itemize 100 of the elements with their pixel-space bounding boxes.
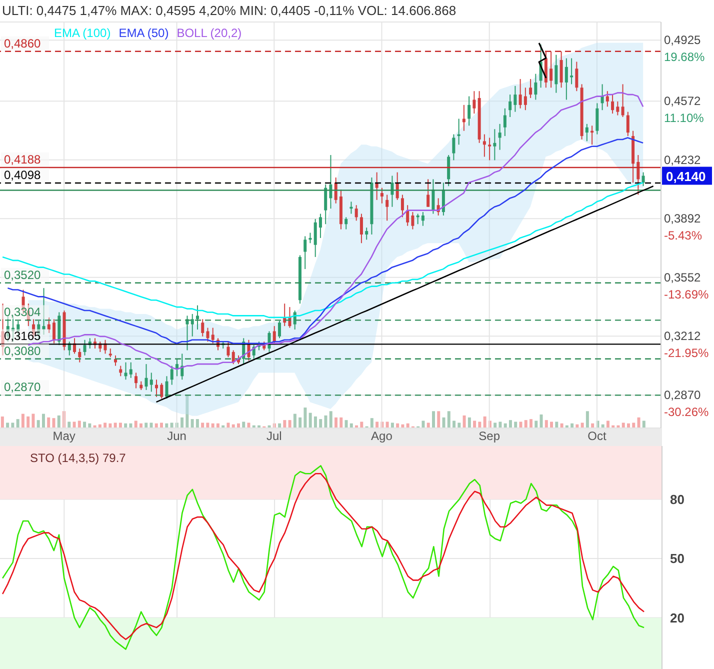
candlestick: [585, 123, 588, 142]
candlestick: [606, 90, 609, 108]
candlestick: [564, 58, 568, 100]
y2-tick-label: -21.95%: [664, 346, 710, 360]
candlestick: [621, 84, 624, 118]
candlestick: [529, 78, 532, 99]
x-tick-label: Jul: [266, 429, 282, 443]
y-tick-label: 80: [670, 492, 684, 507]
candlestick: [190, 313, 194, 337]
ref-line-label: 0,4860: [4, 36, 42, 50]
candlestick: [493, 128, 496, 161]
bar: [534, 420, 538, 428]
candlestick: [155, 379, 158, 398]
bar: [324, 415, 328, 428]
bar: [637, 417, 640, 428]
candlestick: [226, 341, 230, 358]
ref-line-label: 0,3080: [4, 344, 42, 358]
bar: [452, 420, 456, 428]
candlestick: [508, 94, 512, 118]
candlestick: [550, 50, 553, 88]
bar: [0, 416, 4, 428]
bar: [529, 419, 532, 428]
bar: [78, 420, 81, 428]
candlestick: [626, 111, 630, 137]
candlestick: [616, 100, 620, 116]
candlestick: [386, 194, 389, 222]
bar: [632, 422, 636, 428]
candlestick: [560, 50, 563, 88]
bar: [68, 422, 71, 428]
candlestick: [518, 78, 522, 109]
bar: [447, 411, 450, 428]
candlestick: [570, 58, 574, 85]
ref-line-label: 0,4188: [4, 152, 42, 166]
y-tick-label: 20: [670, 610, 684, 626]
bar: [478, 422, 482, 428]
bar: [114, 422, 117, 428]
bar: [544, 420, 548, 428]
bar: [319, 419, 322, 428]
bar: [72, 422, 76, 428]
candlestick: [426, 178, 430, 208]
bar: [437, 411, 440, 428]
x-tick-label: Ago: [371, 429, 393, 443]
ref-line-label: 0,2870: [4, 380, 42, 394]
candlestick: [514, 85, 517, 112]
bar: [118, 422, 122, 428]
text: EMA (100): [54, 26, 111, 40]
bar: [150, 422, 153, 428]
candlestick: [124, 362, 128, 380]
bar: [206, 422, 210, 428]
text: EMA (50): [118, 26, 169, 40]
candlestick: [488, 137, 492, 161]
bar: [42, 414, 45, 428]
x-tick-label: Sep: [478, 429, 500, 443]
bar: [580, 422, 584, 428]
candlestick: [468, 96, 471, 126]
candlestick: [134, 372, 138, 389]
candlestick: [314, 218, 317, 258]
candlestick: [196, 304, 199, 330]
candlestick: [360, 213, 363, 244]
y-tick-label: 0,3892: [664, 212, 702, 226]
candlestick: [83, 339, 86, 356]
bar: [360, 422, 364, 428]
candlestick: [452, 134, 456, 161]
y-tick-label: 0,4572: [664, 94, 702, 108]
bar: [432, 411, 435, 428]
candlestick: [411, 212, 414, 230]
bar: [293, 414, 296, 428]
bar: [340, 417, 343, 428]
y-tick-label: 0,4232: [664, 152, 702, 167]
bar: [201, 422, 204, 428]
candlestick: [380, 187, 384, 204]
bar: [11, 422, 14, 428]
candlestick: [406, 204, 410, 226]
bar: [180, 417, 184, 428]
bar: [298, 417, 302, 428]
candlestick: [201, 318, 204, 337]
candlestick: [421, 212, 424, 226]
bar: [468, 417, 471, 428]
bar: [104, 422, 107, 428]
candlestick: [534, 73, 538, 100]
bar: [134, 420, 138, 428]
ref-line-label: 0,4098: [4, 168, 42, 182]
bar: [426, 422, 430, 428]
candlestick: [600, 84, 604, 111]
bar: [508, 420, 512, 428]
candlestick: [114, 354, 118, 366]
candlestick: [472, 90, 476, 114]
bar: [370, 418, 374, 428]
bar: [586, 411, 589, 428]
candlestick: [304, 236, 307, 270]
text: 0,4140: [666, 168, 706, 184]
candlestick: [365, 227, 368, 240]
y2-tick-label: -13.69%: [664, 287, 710, 302]
candlestick: [482, 134, 486, 158]
bar: [498, 422, 502, 428]
candlestick: [211, 327, 214, 344]
y-tick-label: 0,2870: [664, 388, 702, 402]
candlestick: [170, 365, 174, 386]
y-tick-label: 50: [670, 551, 684, 566]
candlestick: [636, 154, 640, 196]
